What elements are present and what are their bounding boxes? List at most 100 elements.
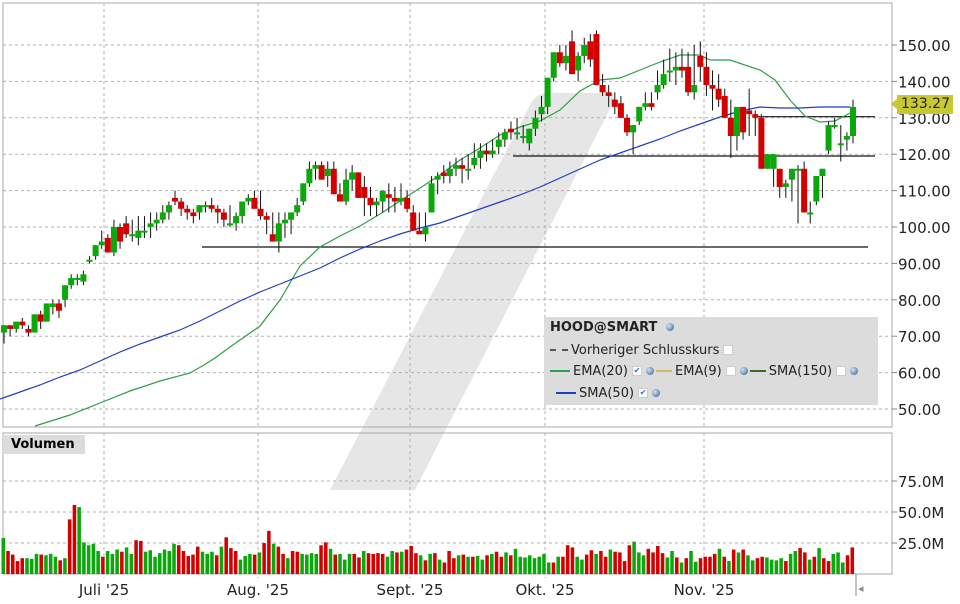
price-axis-label: 80.00 <box>898 292 941 310</box>
candle-body <box>452 165 459 169</box>
candle-body <box>49 303 56 308</box>
volume-bar <box>395 552 399 574</box>
candle-body <box>55 303 62 311</box>
volume-bar <box>139 540 143 574</box>
settings-icon[interactable] <box>646 367 655 375</box>
candle-body <box>226 223 233 226</box>
candle-body <box>422 227 429 235</box>
volume-bar <box>784 561 788 574</box>
volume-bar <box>186 556 191 574</box>
candle-body <box>25 328 32 333</box>
volume-bar <box>86 545 91 574</box>
volume-bar <box>504 552 508 574</box>
candle-body <box>850 106 856 136</box>
price-axis-label: 120.00 <box>898 146 951 164</box>
volume-bar <box>267 530 271 574</box>
volume-bar <box>409 545 413 574</box>
legend-item-sma50[interactable]: SMA(50) ✔ <box>556 384 662 402</box>
last-price-value: 133.27 <box>901 96 950 112</box>
volume-bar <box>466 556 470 574</box>
settings-icon[interactable] <box>665 323 674 331</box>
candle-body <box>379 190 386 202</box>
candle-body <box>642 103 649 107</box>
volume-bar <box>608 549 613 574</box>
volume-bar <box>20 558 25 574</box>
volume-bar <box>580 559 584 574</box>
candle-body <box>764 154 771 169</box>
volume-bar <box>390 550 394 574</box>
candle-body <box>68 277 75 286</box>
candle-body <box>703 66 710 86</box>
volume-axis-label: 25.0M <box>898 535 944 553</box>
volume-bar <box>689 550 693 574</box>
volume-bar <box>101 556 105 574</box>
candle-body <box>98 241 105 246</box>
candle-body <box>550 52 557 78</box>
legend-item-previous-close[interactable]: Vorheriger Schlusskurs <box>550 341 737 359</box>
candle-body <box>37 314 44 322</box>
scroll-right-icon[interactable]: ◂ <box>858 582 864 595</box>
candle-body <box>7 325 14 329</box>
volume-bar <box>423 560 428 574</box>
candle-body <box>483 150 490 155</box>
checkbox-checked-icon[interactable]: ✔ <box>638 388 649 398</box>
candle-body <box>251 197 258 209</box>
settings-icon[interactable] <box>652 389 661 397</box>
candle-body <box>727 117 734 136</box>
volume-bar <box>290 550 295 574</box>
volume-bar <box>532 558 537 574</box>
volume-bar <box>575 556 579 574</box>
candle-body <box>691 85 698 93</box>
volume-bar <box>475 556 480 574</box>
checkbox-unchecked-icon[interactable] <box>836 366 847 376</box>
candle-body <box>117 227 124 242</box>
candle-body <box>80 274 87 282</box>
legend-item-label: Vorheriger Schlusskurs <box>571 342 720 358</box>
candle-body <box>562 55 569 64</box>
candle-body <box>831 125 838 128</box>
volume-bar <box>357 557 361 574</box>
candle-body <box>202 205 209 208</box>
checkbox-unchecked-icon[interactable] <box>725 366 736 376</box>
candle-body <box>593 34 600 86</box>
price-axis-label: 50.00 <box>898 401 941 419</box>
candle-body <box>208 205 215 209</box>
x-axis-label: Juli '25 <box>78 581 129 599</box>
ema9-swatch-icon <box>656 370 673 372</box>
checkbox-unchecked-icon[interactable] <box>723 345 734 355</box>
checkbox-checked-icon[interactable]: ✔ <box>632 366 643 376</box>
volume-bar <box>765 557 769 574</box>
volume-bar <box>760 556 764 574</box>
candle-body <box>324 168 331 177</box>
volume-bar <box>53 556 58 574</box>
candle-body <box>697 55 704 67</box>
candle-body <box>770 154 777 169</box>
volume-axis-label: 50.0M <box>898 504 944 522</box>
volume-bar <box>850 547 855 574</box>
candle-body <box>398 197 405 202</box>
volume-bar <box>618 552 622 574</box>
candle-body <box>312 165 319 169</box>
candle-body <box>630 125 637 133</box>
volume-bar <box>565 545 570 574</box>
volume-panel-label: Volumen <box>3 435 85 454</box>
volume-bar <box>82 542 86 574</box>
volume-bar <box>684 558 689 574</box>
volume-bar <box>34 553 39 574</box>
volume-bar <box>660 553 665 574</box>
volume-bar <box>25 558 29 574</box>
volume-bar <box>366 553 371 574</box>
volume-bar <box>195 546 200 574</box>
volume-bar <box>656 545 660 574</box>
candle-body <box>74 277 81 280</box>
settings-icon[interactable] <box>850 367 859 375</box>
candle-body <box>263 216 270 220</box>
candle-body <box>477 150 484 158</box>
candle-body <box>343 179 350 202</box>
volume-bar <box>736 552 741 574</box>
candle-body <box>239 201 246 217</box>
volume-bar <box>452 558 456 574</box>
settings-icon[interactable] <box>739 367 748 375</box>
